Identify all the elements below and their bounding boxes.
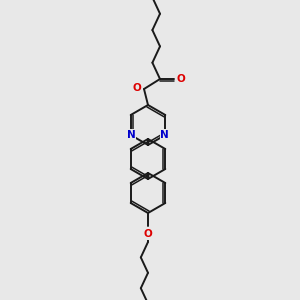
Text: O: O	[144, 229, 152, 239]
Text: O: O	[133, 83, 141, 93]
Text: N: N	[160, 130, 169, 140]
Text: O: O	[177, 74, 185, 84]
Text: N: N	[127, 130, 136, 140]
